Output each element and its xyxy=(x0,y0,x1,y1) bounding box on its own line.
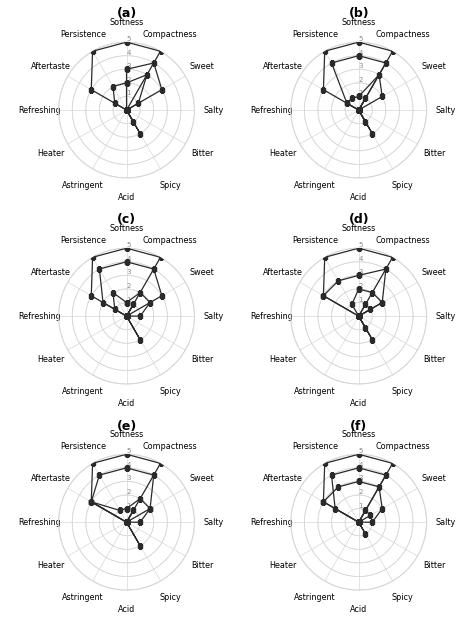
Title: (e): (e) xyxy=(117,420,137,433)
Title: (d): (d) xyxy=(348,214,369,227)
Title: (c): (c) xyxy=(117,214,136,227)
Title: (f): (f) xyxy=(350,420,367,433)
Title: (b): (b) xyxy=(348,7,369,20)
Title: (a): (a) xyxy=(117,7,137,20)
